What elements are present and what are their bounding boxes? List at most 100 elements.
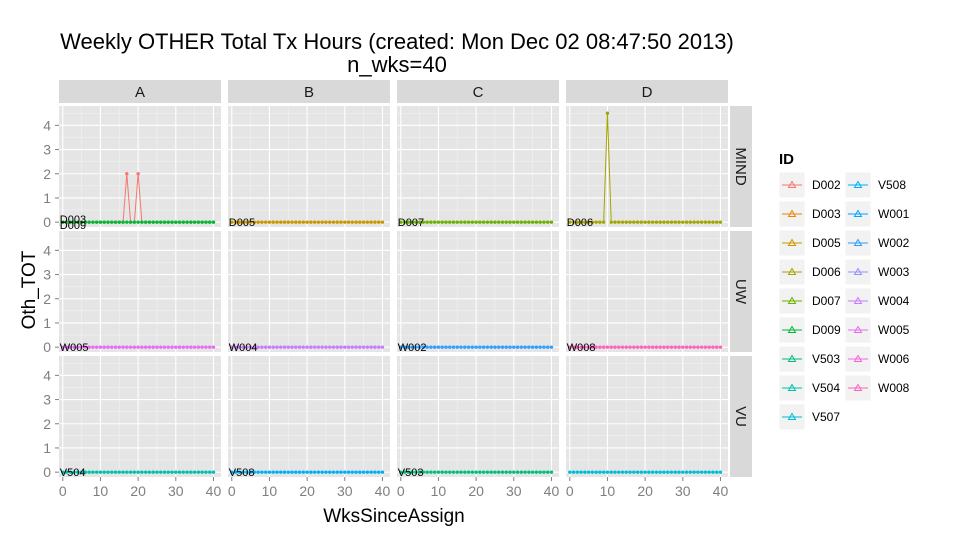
- data-point-D009: [174, 220, 178, 224]
- data-point-D007: [485, 220, 490, 224]
- panel-B-MIND: D005: [228, 106, 390, 229]
- data-point-W004: [358, 345, 362, 349]
- data-point-D009: [106, 220, 110, 224]
- data-point-D009: [72, 220, 76, 224]
- data-point-W002: [534, 345, 539, 349]
- data-point-W008: [586, 345, 591, 349]
- panel-C-MIND: D007: [397, 106, 559, 229]
- data-point-V503: [470, 470, 475, 474]
- strip-row-VU: [730, 356, 752, 477]
- data-point-D006: [628, 220, 632, 224]
- data-point-V508: [271, 470, 275, 474]
- data-point-D007: [523, 220, 527, 224]
- data-point-D009: [170, 220, 174, 224]
- data-point-V503: [523, 470, 527, 474]
- legend-label: W004: [878, 294, 910, 308]
- data-point-V503: [414, 470, 418, 474]
- data-point-D005: [301, 220, 306, 224]
- data-point-D005: [241, 220, 245, 224]
- panel-background: [566, 106, 728, 227]
- data-point-W002: [421, 345, 426, 349]
- data-point-D005: [369, 220, 373, 224]
- end-label-V508: V508: [229, 467, 255, 479]
- data-point-V503: [417, 470, 422, 474]
- data-point-V504: [121, 470, 125, 474]
- data-point-V504: [170, 470, 174, 474]
- legend-label: D002: [812, 178, 841, 192]
- legend-key-triangle-icon: [787, 180, 797, 188]
- panel-background: [228, 106, 390, 227]
- data-point-D005: [260, 220, 264, 224]
- data-point-W004: [309, 345, 313, 349]
- data-point-W004: [301, 345, 306, 349]
- data-point-W004: [230, 345, 234, 349]
- data-point-D009: [192, 220, 197, 224]
- data-point-W005: [170, 345, 174, 349]
- data-point-D007: [481, 220, 486, 224]
- legend-label: V503: [812, 352, 840, 366]
- y-tick-label: 2: [43, 166, 51, 182]
- data-point-D006: [598, 220, 602, 224]
- data-point-W002: [444, 345, 448, 349]
- legend-item-D007: D007: [778, 287, 841, 315]
- data-point-V507: [590, 470, 595, 474]
- data-point-D005: [279, 220, 283, 224]
- data-point-D009: [64, 220, 69, 224]
- data-point-V508: [339, 470, 343, 474]
- strip-row-UW: [730, 231, 752, 352]
- data-point-V504: [125, 470, 129, 474]
- data-point-D007: [534, 220, 539, 224]
- data-point-W005: [64, 345, 69, 349]
- data-point-V507: [579, 470, 583, 474]
- data-point-D005: [312, 220, 317, 224]
- data-point-W008: [681, 345, 685, 349]
- data-point-W002: [500, 345, 505, 349]
- data-point-W005: [147, 345, 152, 349]
- data-point-V503: [493, 470, 497, 474]
- legend-item-V507: V507: [778, 403, 840, 431]
- data-point-D006: [658, 220, 662, 224]
- data-point-W002: [523, 345, 527, 349]
- data-point-W008: [609, 345, 613, 349]
- data-point-D005: [294, 220, 298, 224]
- data-point-V504: [132, 470, 137, 474]
- strip-row-MIND: [730, 106, 752, 227]
- data-point-W005: [125, 345, 129, 349]
- data-point-W005: [177, 345, 182, 349]
- data-point-V503: [485, 470, 490, 474]
- data-point-V508: [252, 470, 257, 474]
- legend: ID D002 D003 D005 D006 D007 D009 V503 V504 V507 V…: [778, 151, 910, 431]
- data-point-W004: [335, 345, 339, 349]
- data-point-V503: [481, 470, 486, 474]
- data-point-W005: [174, 345, 178, 349]
- data-point-D006: [639, 220, 644, 224]
- x-tick-label: 0: [397, 483, 405, 499]
- data-point-V508: [354, 470, 358, 474]
- data-point-V508: [369, 470, 373, 474]
- data-point-D007: [500, 220, 505, 224]
- data-point-V508: [286, 470, 290, 474]
- data-point-W004: [282, 345, 287, 349]
- data-point-V508: [237, 470, 241, 474]
- data-point-D005: [305, 220, 309, 224]
- data-point-D005: [275, 220, 279, 224]
- data-point-V504: [208, 470, 212, 474]
- panel-D-UW: W008: [566, 231, 728, 354]
- strip-col-label-B: B: [304, 84, 314, 101]
- data-point-D006: [662, 220, 666, 224]
- legend-key-triangle-icon: [853, 180, 863, 188]
- data-point-W008: [703, 345, 708, 349]
- data-point-D002: [136, 172, 140, 176]
- data-point-D005: [245, 220, 249, 224]
- data-point-V504: [162, 470, 167, 474]
- data-point-V507: [703, 470, 708, 474]
- data-point-V508: [309, 470, 313, 474]
- data-point-W005: [192, 345, 197, 349]
- data-point-V504: [177, 470, 182, 474]
- data-point-D009: [113, 220, 118, 224]
- data-point-V504: [110, 470, 114, 474]
- data-point-W005: [181, 345, 186, 349]
- legend-key-triangle-icon: [853, 354, 863, 362]
- data-point-D007: [538, 220, 542, 224]
- data-point-W008: [673, 345, 677, 349]
